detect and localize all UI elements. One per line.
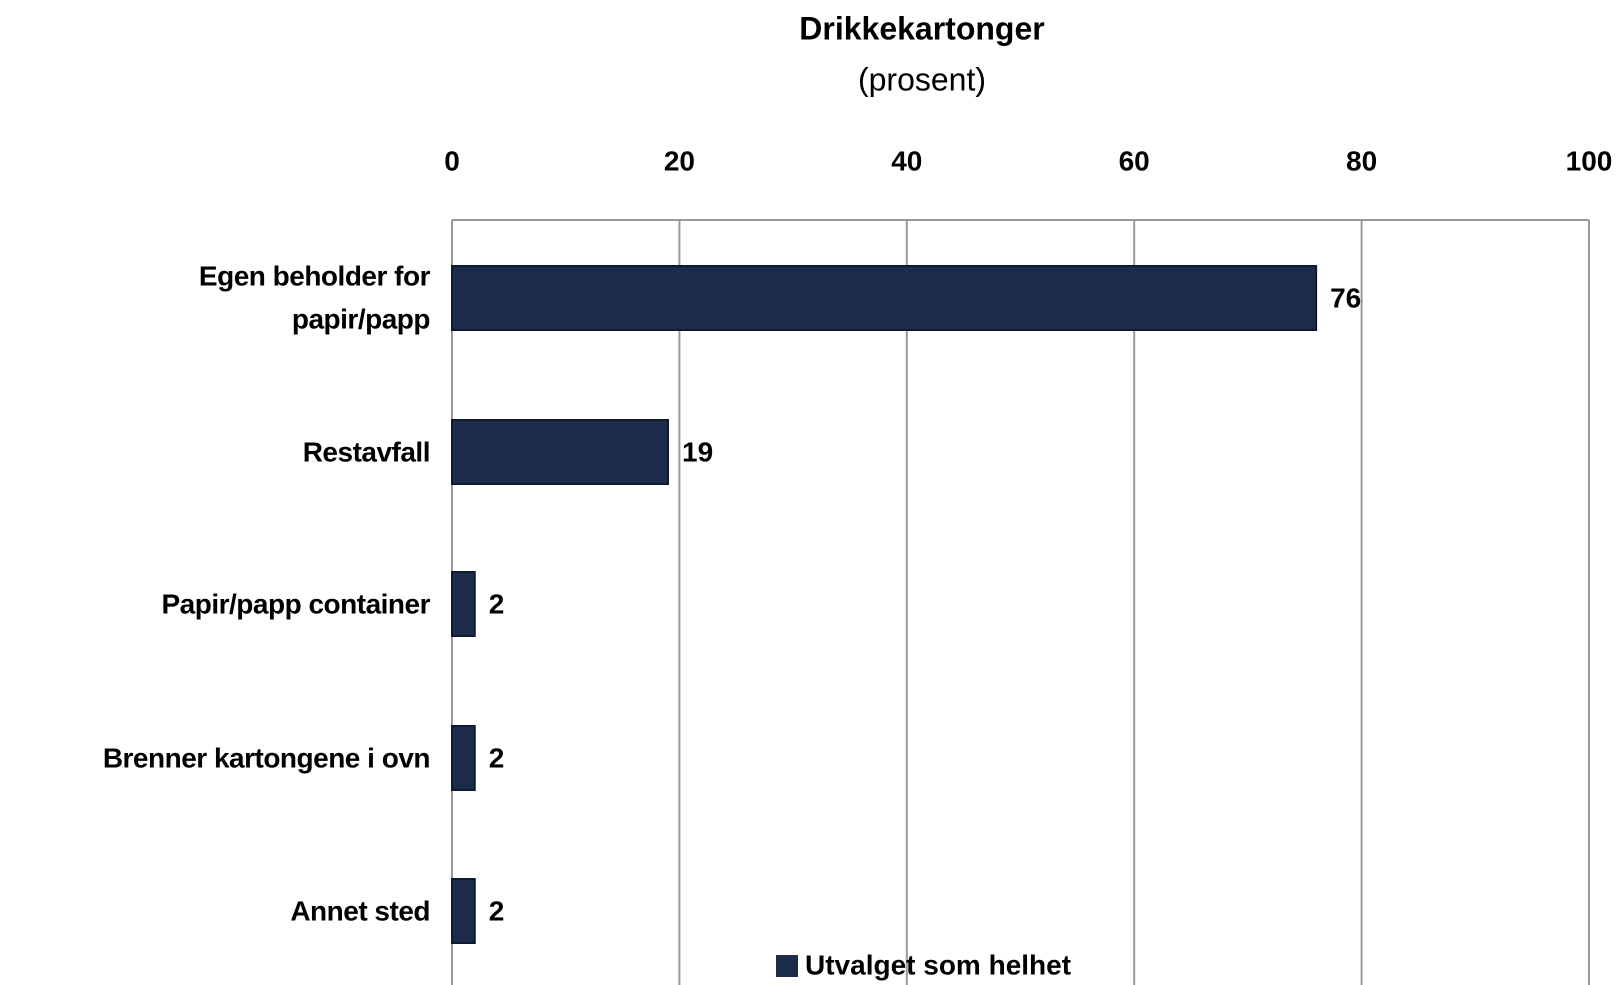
bar xyxy=(451,265,1318,331)
bar xyxy=(451,571,476,637)
bar xyxy=(451,878,476,944)
data-label: 2 xyxy=(489,742,505,773)
legend-label: Utvalget som helhet xyxy=(805,949,1071,980)
x-tick-label: 80 xyxy=(1346,145,1377,176)
bar xyxy=(451,419,670,485)
chart-title: Drikkekartonger xyxy=(799,10,1044,46)
x-tick-label: 40 xyxy=(891,145,922,176)
y-tick-label: Brenner kartongene i ovn xyxy=(102,742,431,774)
data-label: 2 xyxy=(489,588,505,619)
data-label: 19 xyxy=(682,436,713,467)
x-tick-label: 20 xyxy=(664,145,695,176)
data-label: 2 xyxy=(489,895,505,926)
x-tick-label: 100 xyxy=(1566,145,1613,176)
bar xyxy=(451,725,476,791)
chart-subtitle: (prosent) xyxy=(858,61,986,97)
y-tick-label: Restavfall xyxy=(302,436,431,468)
legend-swatch xyxy=(776,955,798,977)
x-tick-label: 0 xyxy=(444,145,460,176)
y-tick-label: Egen beholder for papir/papp xyxy=(198,260,431,335)
data-label: 76 xyxy=(1330,282,1361,313)
x-tick-label: 60 xyxy=(1119,145,1150,176)
y-tick-label: Annet sted xyxy=(290,895,430,927)
y-tick-label: Papir/papp container xyxy=(161,588,431,620)
